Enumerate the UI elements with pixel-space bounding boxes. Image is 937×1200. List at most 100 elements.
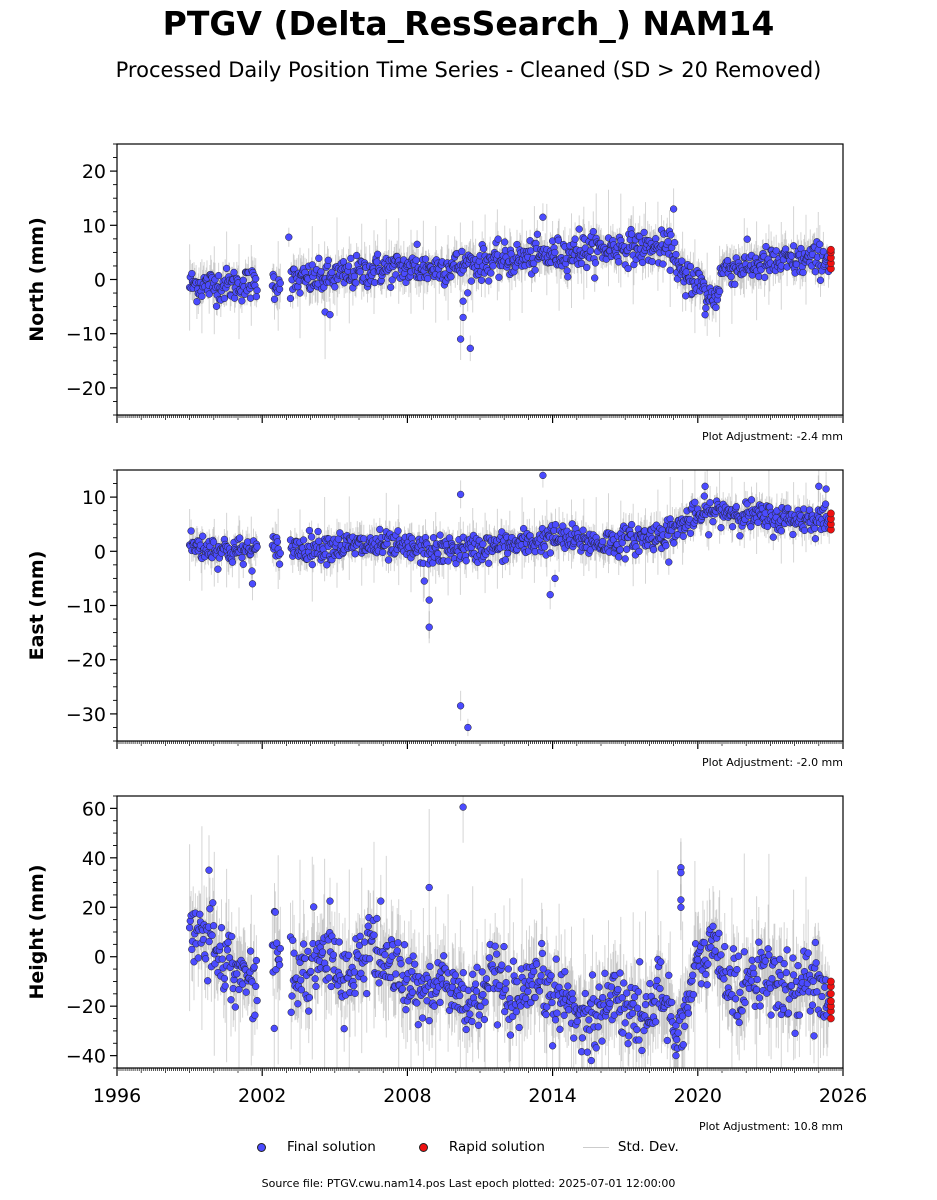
final-solution-point (539, 471, 547, 480)
final-solution-point (672, 250, 680, 259)
final-solution-point (447, 273, 455, 281)
final-solution-point (420, 577, 428, 585)
chart-subtitle: Processed Daily Position Time Series - C… (115, 58, 822, 82)
final-solution-point (344, 262, 353, 270)
final-solution-point (789, 242, 798, 250)
final-solution-point (462, 557, 470, 565)
final-solution-point (429, 534, 438, 542)
north-panel: −20 −10 0 10 20 North (mm) (26, 143, 844, 423)
y-tick-label: −20 (66, 378, 106, 400)
final-solution-point (665, 558, 673, 566)
final-solution-point (464, 289, 472, 297)
final-solution-point (351, 550, 359, 558)
final-solution-point (816, 276, 825, 284)
final-solution-point (727, 273, 735, 281)
final-solution-point (273, 538, 282, 546)
final-solution-point (531, 266, 539, 274)
final-solution-point (579, 526, 587, 534)
final-solution-point (199, 532, 207, 540)
final-solution-point (682, 292, 690, 300)
final-solution-point (412, 256, 420, 264)
final-solution-point (239, 276, 247, 284)
y-tick-label: 10 (82, 215, 106, 237)
final-solution-point (709, 518, 717, 526)
final-solution-point (456, 702, 465, 710)
final-solution-point (546, 549, 555, 557)
final-solution-point (456, 335, 465, 343)
final-solution-point (615, 258, 623, 266)
final-solution-point (452, 559, 460, 568)
final-solution-point (583, 263, 591, 272)
y-tick-label: 0 (94, 541, 106, 563)
final-solution-point (682, 268, 690, 276)
final-solution-point (586, 247, 595, 255)
y-tick-label: 10 (82, 487, 106, 509)
final-solution-point (253, 543, 261, 551)
final-solution-point (533, 230, 542, 238)
final-solution-point (285, 233, 293, 241)
final-solution-point (352, 251, 361, 260)
final-solution-point (388, 276, 396, 284)
final-solution-point (323, 561, 331, 569)
east-plot-area (185, 470, 835, 737)
final-solution-point (706, 499, 714, 507)
final-solution-point (466, 344, 474, 352)
final-solution-point (205, 290, 213, 298)
final-solution-point (575, 225, 583, 233)
final-solution-point (723, 256, 732, 265)
final-solution-point (554, 236, 563, 244)
final-solution-point (384, 556, 393, 564)
y-tick-label: −20 (66, 650, 106, 672)
final-solution-point (670, 539, 678, 547)
final-solution-point (436, 531, 444, 539)
final-solution-point (299, 536, 308, 544)
final-solution-point (220, 294, 229, 303)
final-solution-point (621, 555, 629, 563)
final-solution-point (459, 313, 467, 322)
final-solution-point (691, 498, 699, 506)
final-solution-point (635, 547, 643, 556)
final-solution-point (503, 549, 512, 557)
final-solution-point (324, 256, 332, 264)
final-solution-point (464, 723, 472, 732)
final-solution-point (811, 535, 820, 543)
final-solution-point (458, 247, 466, 256)
final-solution-point (485, 559, 493, 567)
final-solution-point (308, 261, 316, 269)
final-solution-point (238, 553, 246, 562)
final-solution-point (811, 268, 820, 276)
final-solution-point (214, 271, 223, 280)
final-solution-point (239, 560, 247, 568)
final-solution-point (701, 482, 709, 490)
final-solution-point (479, 540, 487, 548)
final-solution-point (276, 549, 284, 557)
final-solution-point (387, 283, 395, 291)
final-solution-point (546, 591, 554, 599)
final-solution-point (308, 560, 316, 569)
north-y-axis-label: North (mm) (26, 217, 48, 342)
final-solution-point (373, 258, 381, 266)
final-solution-point (230, 294, 239, 302)
final-solution-point (317, 268, 325, 276)
final-solution-point (487, 269, 495, 277)
final-solution-point (477, 276, 486, 284)
final-solution-point (286, 294, 295, 303)
final-solution-point (328, 268, 336, 276)
final-solution-point (305, 526, 314, 535)
final-solution-point (485, 277, 493, 285)
y-tick-label: 0 (94, 270, 106, 292)
final-solution-point (640, 228, 648, 237)
rapid-solution-point (827, 509, 835, 518)
final-solution-point (564, 273, 572, 281)
final-solution-point (822, 485, 830, 493)
y-tick-label: −10 (66, 324, 106, 346)
final-solution-point (347, 254, 355, 263)
final-solution-point (248, 567, 256, 575)
final-solution-point (275, 560, 284, 568)
final-solution-point (800, 526, 809, 535)
final-solution-point (666, 266, 674, 274)
final-solution-point (731, 280, 739, 288)
final-solution-point (649, 546, 658, 554)
final-solution-point (356, 268, 364, 276)
final-solution-point (413, 240, 421, 248)
